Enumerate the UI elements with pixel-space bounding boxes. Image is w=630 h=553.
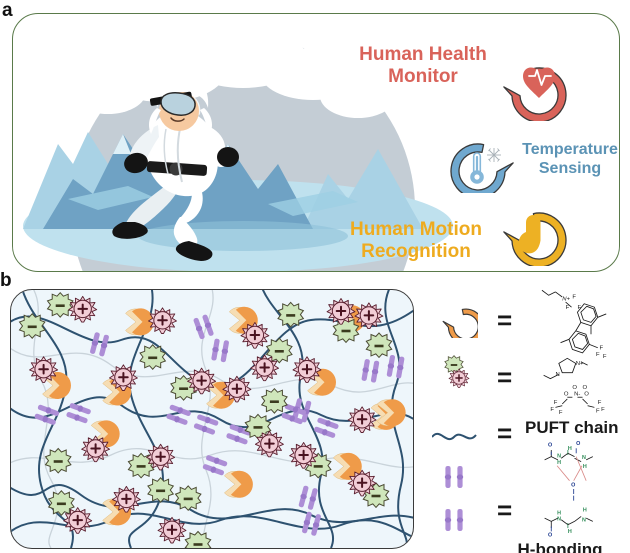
svg-text:O: O	[583, 385, 588, 391]
svg-text:N: N	[582, 517, 586, 523]
svg-text:O: O	[548, 532, 552, 538]
svg-text:O: O	[572, 385, 577, 391]
svg-text:O: O	[584, 392, 589, 398]
svg-text:O: O	[548, 443, 552, 449]
svg-text:N-: N-	[574, 392, 580, 398]
svg-text:F: F	[554, 400, 558, 406]
svg-text:O: O	[576, 441, 580, 447]
svg-text:F: F	[596, 408, 600, 414]
svg-text:H: H	[557, 511, 561, 517]
svg-text:O: O	[571, 483, 575, 489]
svg-text:H: H	[583, 464, 587, 470]
svg-text:F: F	[559, 410, 563, 416]
svg-text:F: F	[601, 407, 605, 413]
svg-text:F: F	[572, 295, 576, 301]
svg-text:H: H	[568, 446, 572, 452]
svg-text:F: F	[566, 305, 570, 311]
svg-text:H: H	[583, 507, 587, 513]
svg-text:H: H	[557, 460, 561, 466]
svg-text:N: N	[557, 517, 561, 523]
svg-text:H: H	[568, 529, 572, 535]
svg-text:N+: N+	[576, 361, 584, 367]
svg-text:F: F	[550, 407, 554, 413]
svg-text:N+: N+	[562, 296, 570, 302]
svg-text:N: N	[557, 453, 561, 459]
svg-text:O: O	[564, 392, 569, 398]
svg-text:N: N	[582, 455, 586, 461]
svg-text:F: F	[598, 400, 602, 406]
